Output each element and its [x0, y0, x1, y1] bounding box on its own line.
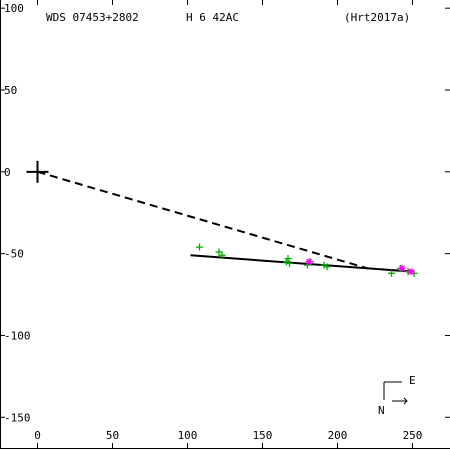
observation-point — [215, 248, 223, 256]
observation-point — [286, 259, 293, 267]
observation-point — [388, 269, 395, 277]
data-markers — [26, 160, 418, 277]
x-tick-label: 200 — [328, 429, 348, 442]
header-left: WDS 07453+2802 — [46, 11, 139, 24]
highlight-point — [305, 258, 313, 266]
x-tick-label: 150 — [253, 429, 273, 442]
y-tick-label: 100 — [4, 2, 24, 15]
orbit-fit-line — [190, 254, 413, 273]
x-tick-label: 0 — [34, 429, 41, 442]
y-tick-label: 50 — [4, 84, 17, 97]
observation-point — [320, 261, 328, 269]
x-tick-label: 250 — [403, 429, 423, 442]
east-label: E — [409, 374, 416, 387]
header-right: (Hrt2017a) — [344, 11, 410, 24]
primary-star-marker — [26, 160, 49, 183]
observation-point — [410, 269, 418, 277]
y-tick-label: -150 — [4, 411, 31, 424]
observation-point — [218, 251, 226, 259]
highlight-point — [398, 264, 406, 272]
observation-point — [323, 263, 331, 271]
observation-point — [284, 255, 292, 263]
north-label: N — [378, 404, 385, 417]
highlight-point — [407, 268, 415, 276]
y-tick-label: -100 — [4, 329, 31, 342]
orientation-indicator: E N — [378, 374, 416, 417]
y-tick-label: 0 — [4, 166, 11, 179]
header-center: H 6 42AC — [186, 11, 239, 24]
observation-point — [283, 258, 290, 266]
dashed-line — [37, 170, 368, 270]
x-tick-label: 100 — [178, 429, 198, 442]
orbit-lines — [37, 170, 413, 273]
y-tick-label: -50 — [4, 248, 24, 261]
x-tick-label: 50 — [106, 429, 119, 442]
observation-point — [196, 243, 203, 251]
